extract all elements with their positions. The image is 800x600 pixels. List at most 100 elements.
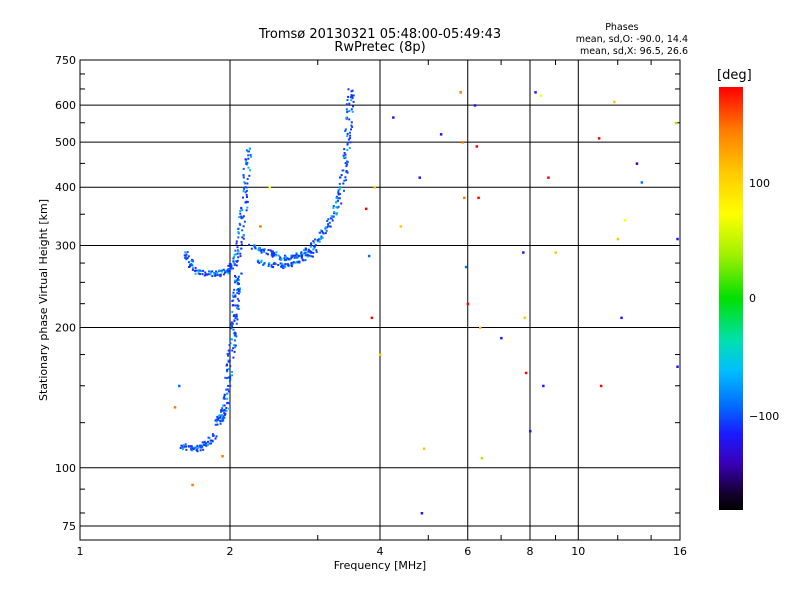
o-trace-point	[236, 291, 239, 294]
o-trace-point	[247, 157, 250, 160]
o-trace-point	[243, 220, 246, 223]
o-trace-point	[244, 186, 247, 189]
phases-x-stats: mean, sd,X: 96.5, 26.6	[579, 46, 688, 57]
o-trace-point	[186, 251, 189, 253]
o-trace-point	[282, 264, 285, 267]
o-trace-point	[284, 263, 287, 266]
o-trace-point	[234, 249, 237, 252]
o-trace-point	[306, 255, 309, 258]
y-axis-label: Stationary phase Virtual Height [km]	[37, 199, 50, 401]
o-trace-point	[311, 255, 314, 258]
o-trace-point	[346, 110, 349, 113]
o-trace-point	[257, 249, 260, 252]
echo-point	[640, 181, 644, 184]
o-trace-point	[226, 370, 229, 373]
o-trace-point	[346, 99, 349, 101]
o-trace-point	[218, 416, 220, 419]
o-trace-point	[250, 155, 252, 158]
o-trace-point	[190, 260, 193, 263]
o-trace-point	[222, 268, 225, 271]
o-trace-point	[203, 444, 206, 446]
o-trace-point	[249, 169, 252, 172]
o-trace-point	[348, 110, 351, 112]
o-trace-point	[325, 229, 328, 232]
o-trace-point	[191, 447, 193, 450]
o-trace-point	[240, 272, 243, 275]
echo-point	[597, 137, 601, 140]
echo-point	[370, 316, 374, 320]
echo-point	[367, 254, 371, 258]
o-trace-point	[252, 244, 255, 247]
o-trace-point	[273, 254, 276, 257]
o-trace-point	[248, 174, 251, 177]
o-trace-point	[234, 260, 237, 263]
o-trace-point	[331, 219, 334, 222]
echo-point	[479, 326, 482, 329]
o-trace-point	[350, 121, 353, 124]
o-trace-point	[234, 346, 237, 349]
o-trace-point	[229, 365, 232, 368]
o-trace-point	[244, 158, 247, 161]
o-trace-point	[221, 409, 224, 412]
o-trace-point	[284, 255, 287, 258]
o-trace-point	[203, 441, 206, 444]
o-trace-point	[233, 288, 236, 291]
o-trace-point	[350, 128, 352, 131]
o-trace-point	[352, 105, 354, 108]
o-trace-point	[344, 153, 347, 156]
o-trace-point	[242, 196, 244, 199]
o-trace-point	[283, 259, 286, 262]
o-trace-point	[351, 110, 354, 113]
o-trace-point	[187, 255, 190, 258]
o-trace-point	[346, 132, 349, 135]
o-trace-point	[326, 220, 329, 222]
o-trace-point	[343, 156, 346, 159]
o-trace-point	[211, 270, 214, 273]
o-trace-point	[260, 259, 263, 262]
o-trace-point	[233, 344, 236, 347]
o-trace-point	[246, 162, 249, 164]
o-trace-point	[237, 227, 240, 230]
o-trace-point	[244, 182, 247, 185]
echo-point	[221, 455, 224, 458]
echo-point	[477, 196, 480, 200]
o-trace-point	[236, 281, 239, 284]
o-trace-point	[227, 268, 229, 271]
echo-point	[464, 265, 468, 269]
o-trace-point	[240, 247, 243, 250]
o-trace-point	[218, 274, 221, 277]
o-trace-point	[351, 94, 354, 97]
echo-point	[392, 116, 395, 119]
o-trace-point	[349, 96, 352, 99]
o-trace-point	[300, 251, 303, 254]
echo-point	[635, 162, 639, 165]
o-trace-point	[215, 435, 218, 438]
o-trace-point	[235, 315, 238, 318]
o-trace-point	[246, 182, 249, 185]
o-trace-point	[222, 273, 225, 276]
o-trace-point	[232, 260, 235, 263]
o-trace-point	[183, 445, 186, 448]
o-trace-point	[310, 255, 313, 258]
o-trace-point	[182, 444, 185, 447]
o-trace-point	[249, 154, 252, 156]
o-trace-point	[314, 244, 317, 247]
o-trace-point	[200, 270, 203, 273]
o-trace-point	[245, 209, 248, 212]
echo-point	[676, 365, 679, 368]
o-trace-point	[242, 225, 245, 228]
o-trace-point	[185, 448, 188, 451]
o-trace-point	[227, 269, 230, 272]
o-trace-point	[234, 295, 237, 298]
o-trace-point	[280, 258, 283, 261]
o-trace-point	[230, 327, 233, 330]
o-trace-point	[227, 376, 230, 379]
o-trace-point	[232, 347, 235, 350]
o-trace-point	[282, 267, 285, 270]
o-trace-point	[183, 254, 186, 257]
o-trace-point	[338, 197, 341, 200]
o-trace-point	[231, 267, 234, 270]
o-trace-point	[234, 294, 237, 297]
o-trace-point	[204, 274, 207, 277]
o-trace-point	[305, 251, 308, 254]
